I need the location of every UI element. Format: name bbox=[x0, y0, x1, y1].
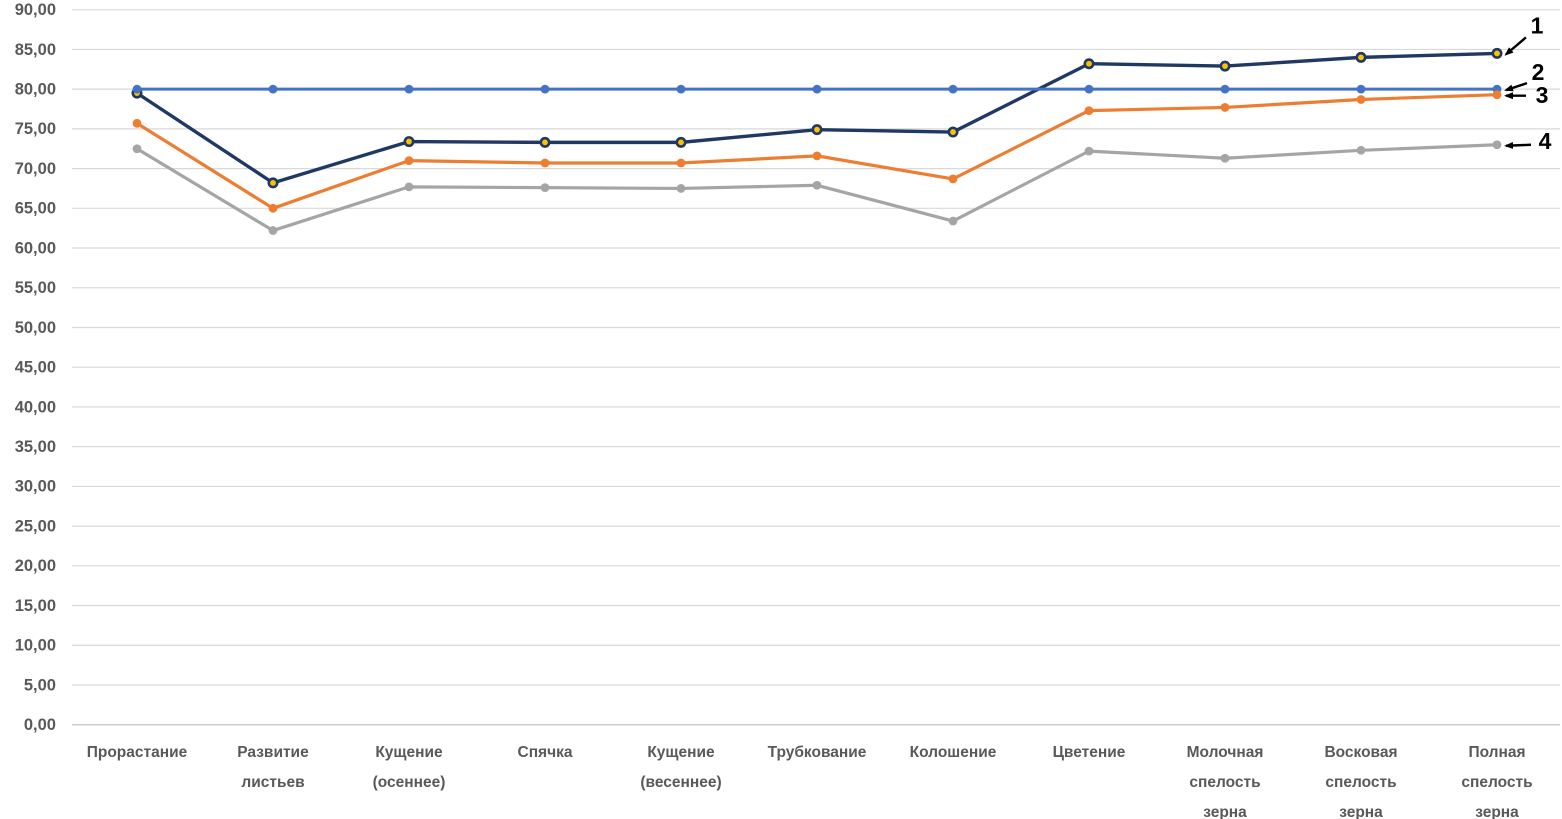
data-point-marker-series-3 bbox=[268, 203, 278, 213]
annotation-label-4: 4 bbox=[1539, 128, 1552, 154]
data-point-marker-series-2 bbox=[676, 84, 686, 94]
x-axis-category-label: Восковая bbox=[1324, 744, 1397, 761]
data-point-marker-series-3 bbox=[812, 151, 822, 161]
x-axis-category-label: Молочная bbox=[1187, 744, 1264, 761]
y-axis-tick-label: 45,00 bbox=[15, 359, 56, 377]
data-point-marker-series-4 bbox=[1492, 140, 1502, 150]
annotation-label-2: 2 bbox=[1532, 59, 1545, 85]
x-axis-category-label: спелость bbox=[1189, 774, 1260, 791]
data-point-marker-series-3 bbox=[1084, 106, 1094, 115]
x-axis-category-label: Колошение bbox=[910, 744, 997, 761]
data-point-marker-series-2 bbox=[1220, 84, 1230, 94]
data-point-marker-series-3 bbox=[1492, 90, 1502, 100]
data-point-marker-series-3 bbox=[540, 158, 550, 168]
data-point-marker-series-3 bbox=[676, 158, 686, 168]
x-axis-category-label: спелость bbox=[1461, 774, 1532, 791]
x-axis-category-label: зерна bbox=[1203, 804, 1247, 819]
data-point-marker-series-2 bbox=[404, 84, 414, 94]
data-point-marker-series-4 bbox=[1356, 145, 1366, 155]
data-point-marker-series-1 bbox=[675, 136, 687, 148]
data-point-marker-series-1 bbox=[1491, 47, 1503, 59]
y-axis-tick-label: 20,00 bbox=[15, 557, 56, 575]
data-point-marker-series-2 bbox=[1356, 84, 1366, 94]
data-point-marker-series-4 bbox=[132, 144, 142, 154]
y-axis-tick-label: 30,00 bbox=[15, 478, 56, 496]
y-axis-tick-label: 0,00 bbox=[24, 716, 56, 734]
data-point-marker-series-4 bbox=[268, 226, 278, 235]
data-point-marker-series-2 bbox=[540, 84, 550, 94]
data-point-marker-series-4 bbox=[540, 183, 550, 193]
data-point-marker-series-1 bbox=[539, 136, 551, 148]
y-axis-tick-label: 25,00 bbox=[15, 517, 56, 535]
data-point-marker-series-1 bbox=[1219, 60, 1231, 72]
y-axis-tick-label: 85,00 bbox=[15, 41, 56, 59]
data-point-marker-series-4 bbox=[676, 184, 686, 193]
x-axis-category-label: листьев bbox=[241, 774, 304, 791]
data-point-marker-series-4 bbox=[1220, 153, 1230, 163]
x-axis-category-label: Прорастание bbox=[87, 744, 188, 761]
y-axis-tick-label: 10,00 bbox=[15, 637, 56, 655]
data-point-marker-series-1 bbox=[267, 177, 279, 189]
y-axis-tick-label: 75,00 bbox=[15, 120, 56, 138]
x-axis-category-label: Кущение bbox=[647, 744, 715, 761]
annotation-arrow-1 bbox=[1504, 36, 1527, 56]
x-axis-category-label: Цветение bbox=[1053, 744, 1126, 761]
y-axis-tick-label: 35,00 bbox=[15, 438, 56, 456]
x-axis-category-label: (осеннее) bbox=[373, 774, 446, 791]
x-axis-category-label: Кущение bbox=[375, 744, 443, 761]
y-axis-tick-label: 65,00 bbox=[15, 200, 56, 218]
data-point-marker-series-1 bbox=[811, 124, 823, 136]
x-axis-category-label: зерна bbox=[1475, 804, 1519, 819]
y-axis-tick-label: 90,00 bbox=[15, 1, 56, 19]
data-point-marker-series-2 bbox=[132, 84, 142, 94]
annotation-arrow-2 bbox=[1504, 82, 1528, 92]
annotation-arrow-4 bbox=[1504, 141, 1532, 149]
data-point-marker-series-3 bbox=[132, 118, 142, 128]
x-axis-category-label: зерна bbox=[1339, 804, 1383, 819]
x-axis-category-label: (весеннее) bbox=[640, 774, 721, 791]
data-point-marker-series-1 bbox=[1355, 51, 1367, 63]
data-point-marker-series-2 bbox=[948, 84, 958, 94]
series-line-1 bbox=[135, 51, 1499, 185]
y-axis-tick-label: 15,00 bbox=[15, 597, 56, 615]
annotation-label-1: 1 bbox=[1531, 12, 1544, 38]
data-point-marker-series-2 bbox=[268, 84, 278, 94]
y-axis-tick-label: 60,00 bbox=[15, 239, 56, 257]
y-axis-tick-label: 55,00 bbox=[15, 279, 56, 297]
data-point-marker-series-3 bbox=[948, 174, 958, 184]
y-axis-tick-label: 80,00 bbox=[15, 81, 56, 99]
x-axis-category-label: Полная bbox=[1468, 744, 1525, 761]
data-point-marker-series-4 bbox=[404, 182, 414, 192]
y-axis-tick-label: 40,00 bbox=[15, 398, 56, 416]
y-axis-tick-label: 5,00 bbox=[24, 676, 56, 694]
data-point-marker-series-3 bbox=[1356, 95, 1366, 104]
data-point-marker-series-3 bbox=[404, 156, 414, 166]
data-point-marker-series-4 bbox=[948, 216, 958, 226]
data-point-marker-series-2 bbox=[1084, 84, 1094, 94]
data-point-marker-series-4 bbox=[1084, 146, 1094, 156]
x-axis-category-label: Трубкование bbox=[768, 744, 867, 761]
x-axis-category-label: спелость bbox=[1325, 774, 1396, 791]
x-axis-category-label: Спячка bbox=[518, 744, 573, 761]
data-point-marker-series-4 bbox=[812, 180, 822, 190]
x-axis-category-label: Развитие bbox=[237, 744, 309, 761]
annotation-label-3: 3 bbox=[1536, 82, 1549, 108]
y-axis-tick-label: 70,00 bbox=[15, 160, 56, 178]
data-point-marker-series-1 bbox=[403, 136, 415, 148]
data-point-marker-series-1 bbox=[947, 126, 959, 138]
y-axis-tick-label: 50,00 bbox=[15, 319, 56, 337]
data-point-marker-series-3 bbox=[1220, 103, 1230, 112]
data-point-marker-series-1 bbox=[1083, 58, 1095, 70]
data-point-marker-series-2 bbox=[812, 84, 822, 94]
